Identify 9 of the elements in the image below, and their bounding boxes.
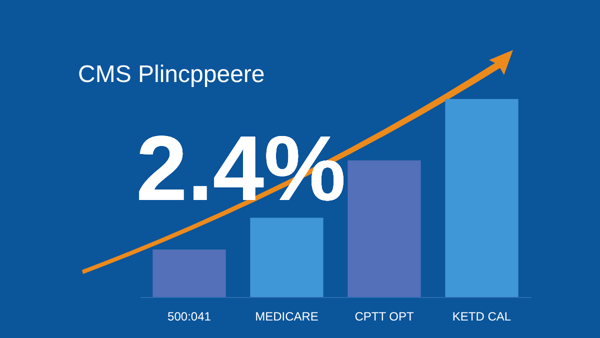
x-tick-label: KETD CAL <box>452 310 512 324</box>
bar <box>445 99 518 297</box>
chart-title: CMS Plincppeere <box>78 61 265 88</box>
bar <box>250 218 324 297</box>
bar <box>152 249 226 297</box>
bar <box>348 160 421 297</box>
x-tick-label: 500:041 <box>168 310 212 324</box>
x-tick-label: MEDICARE <box>255 310 318 324</box>
x-tick-label: CPTT OPT <box>354 310 414 324</box>
